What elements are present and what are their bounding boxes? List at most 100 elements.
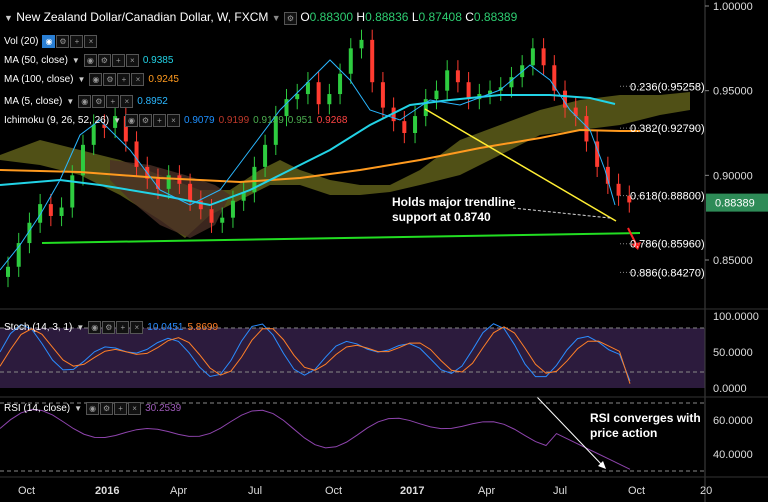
low-label: L bbox=[411, 10, 419, 24]
symbol-title[interactable]: New Zealand Dollar/Canadian Dollar, W, F… bbox=[16, 10, 269, 24]
price-axis-label: 0.95000 bbox=[713, 86, 753, 98]
ma100-indicator-row[interactable]: MA (100, close) ▼ ◉ ⚙ + × 0.9245 bbox=[4, 73, 179, 86]
eye-icon[interactable]: ◉ bbox=[124, 114, 138, 127]
candle-body bbox=[134, 141, 139, 167]
gear-icon[interactable]: ⚙ bbox=[97, 54, 111, 67]
gear-icon[interactable]: ⚙ bbox=[103, 73, 117, 86]
ma50-value: 0.9385 bbox=[142, 55, 174, 66]
add-icon[interactable]: + bbox=[152, 114, 166, 127]
eye-icon[interactable]: ◉ bbox=[42, 35, 56, 48]
candle-body bbox=[230, 200, 235, 218]
add-icon[interactable]: + bbox=[111, 54, 125, 67]
close-label: C bbox=[465, 10, 474, 24]
stochastic-panel: 100.0000 50.0000 0.0000 bbox=[0, 311, 759, 395]
ichimoku-span-b-value: 0.9268 bbox=[316, 115, 348, 126]
last-price-tag bbox=[706, 193, 768, 212]
eye-icon[interactable]: ◉ bbox=[78, 95, 92, 108]
close-icon[interactable]: × bbox=[130, 321, 144, 334]
close-icon[interactable]: × bbox=[166, 114, 180, 127]
rsi-indicator-row[interactable]: RSI (14, close) ▼ ◉ ⚙ + × 30.2539 bbox=[4, 402, 181, 415]
candle-body bbox=[59, 207, 64, 216]
gear-icon[interactable]: ⚙ bbox=[56, 35, 70, 48]
collapse-icon[interactable]: ▼ bbox=[4, 13, 13, 23]
chevron-down-icon[interactable]: ▼ bbox=[71, 56, 80, 65]
gear-icon[interactable]: ⚙ bbox=[92, 95, 106, 108]
rsi-axis-label: 40.0000 bbox=[713, 449, 753, 461]
add-icon[interactable]: + bbox=[116, 321, 130, 334]
eye-icon[interactable]: ◉ bbox=[86, 402, 100, 415]
ma100-value: 0.9245 bbox=[148, 74, 179, 85]
candle-body bbox=[359, 39, 364, 49]
x-axis-label: Jul bbox=[248, 485, 262, 497]
gear-icon[interactable]: ⚙ bbox=[283, 12, 297, 25]
candle-body bbox=[434, 90, 439, 100]
ichimoku-kijun-value: 0.9199 bbox=[218, 115, 250, 126]
candle-body bbox=[284, 99, 289, 117]
vol-indicator-row[interactable]: Vol (20) ◉ ⚙ + × bbox=[4, 35, 98, 48]
candle-body bbox=[155, 178, 160, 189]
candle-body bbox=[113, 116, 118, 128]
stoch-k-line bbox=[0, 323, 631, 381]
stoch-axis-label: 50.0000 bbox=[713, 347, 753, 359]
candle-body bbox=[263, 144, 268, 167]
eye-icon[interactable]: ◉ bbox=[89, 73, 103, 86]
eye-icon[interactable]: ◉ bbox=[88, 321, 102, 334]
stoch-d-line bbox=[0, 326, 631, 384]
candle-body bbox=[27, 222, 32, 244]
rsi-text-1: RSI converges with bbox=[590, 411, 701, 425]
close-icon[interactable]: × bbox=[131, 73, 145, 86]
close-icon[interactable]: × bbox=[125, 54, 139, 67]
stoch-label: Stoch (14, 3, 1) bbox=[4, 322, 73, 333]
chevron-down-icon[interactable]: ▼ bbox=[76, 323, 85, 332]
add-icon[interactable]: + bbox=[117, 73, 131, 86]
trendline-text-1: Holds major trendline bbox=[392, 195, 516, 209]
rsi-axis-label: 60.0000 bbox=[713, 415, 753, 427]
chevron-down-icon[interactable]: ▼ bbox=[113, 116, 121, 125]
candle-body bbox=[198, 200, 203, 210]
last-price-label: 0.88389 bbox=[715, 198, 755, 210]
arrow-head bbox=[598, 461, 606, 469]
vol-label: Vol (20) bbox=[4, 36, 39, 47]
settings-icon[interactable]: ▼ bbox=[271, 13, 281, 23]
x-axis-label: Oct bbox=[628, 485, 645, 497]
ma5-indicator-row[interactable]: MA (5, close) ▼ ◉ ⚙ + × 0.8952 bbox=[4, 95, 168, 108]
price-panel: 0.236(0.95258) 0.382(0.92790) 0.618(0.8880… bbox=[0, 29, 768, 288]
gear-icon[interactable]: ⚙ bbox=[100, 402, 114, 415]
stoch-axis-label: 0.0000 bbox=[713, 383, 747, 395]
candle-body bbox=[241, 192, 246, 201]
ma50-indicator-row[interactable]: MA (50, close) ▼ ◉ ⚙ + × 0.9385 bbox=[4, 54, 173, 67]
add-icon[interactable]: + bbox=[114, 402, 128, 415]
chevron-down-icon[interactable]: ▼ bbox=[77, 75, 86, 84]
close-icon[interactable]: × bbox=[128, 402, 142, 415]
downtrend-line bbox=[424, 108, 617, 222]
candle-body bbox=[573, 107, 578, 117]
open-value: 0.88300 bbox=[309, 10, 354, 24]
candle-body bbox=[102, 124, 107, 128]
gear-icon[interactable]: ⚙ bbox=[102, 321, 116, 334]
ichimoku-indicator-row[interactable]: Ichimoku (9, 26, 52, 26) ▼ ◉ ⚙ + × 0.9079 0.… bbox=[4, 114, 347, 127]
candle-body bbox=[123, 116, 128, 142]
close-icon[interactable]: × bbox=[84, 35, 98, 48]
gear-icon[interactable]: ⚙ bbox=[138, 114, 152, 127]
price-axis-label: 1.00000 bbox=[713, 1, 753, 13]
add-icon[interactable]: + bbox=[106, 95, 120, 108]
close-value: 0.88389 bbox=[473, 10, 518, 24]
ichimoku-tenkan-value: 0.9079 bbox=[183, 115, 215, 126]
stoch-indicator-row[interactable]: Stoch (14, 3, 1) ▼ ◉ ⚙ + × 10.0451 5.8699 bbox=[4, 321, 218, 334]
add-icon[interactable]: + bbox=[70, 35, 84, 48]
candle-body bbox=[166, 175, 171, 189]
ma100-line bbox=[0, 128, 640, 184]
ichimoku-cloud-bearish bbox=[110, 160, 230, 238]
major-trendline bbox=[41, 232, 641, 244]
chevron-down-icon[interactable]: ▼ bbox=[74, 404, 83, 413]
candle-body bbox=[295, 94, 300, 100]
x-axis-label: Oct bbox=[325, 485, 342, 497]
candle-body bbox=[338, 73, 343, 95]
eye-icon[interactable]: ◉ bbox=[83, 54, 97, 67]
chevron-down-icon[interactable]: ▼ bbox=[66, 97, 75, 106]
close-icon[interactable]: × bbox=[120, 95, 134, 108]
fib-label: 0.886(0.84270) bbox=[630, 267, 705, 279]
candle-body bbox=[16, 243, 21, 267]
stoch-axis-label: 100.0000 bbox=[713, 311, 759, 323]
candle-body bbox=[402, 121, 407, 133]
